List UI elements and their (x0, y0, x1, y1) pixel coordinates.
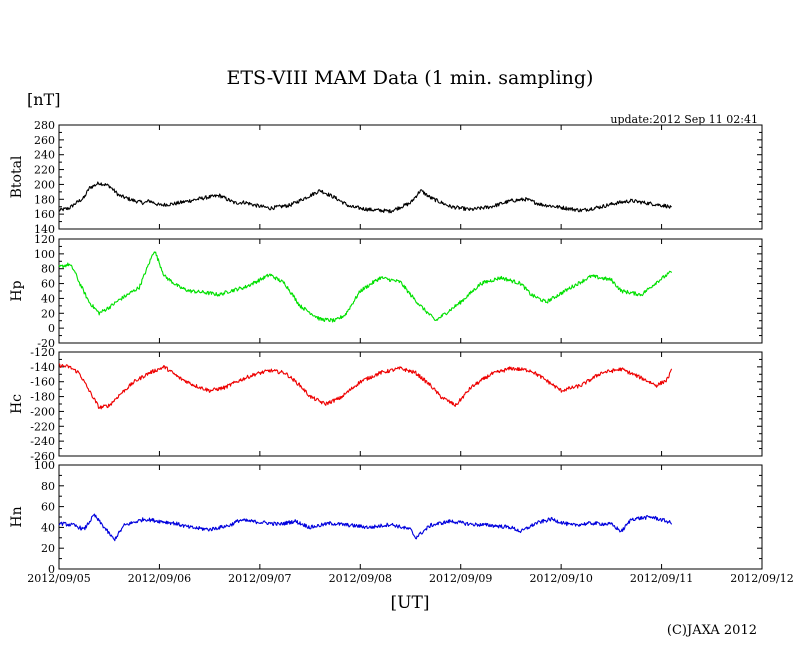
y-tick-label: -200 (30, 405, 55, 418)
panel-frame (58, 238, 763, 344)
y-axis-label: Hc (9, 394, 25, 414)
panel-hn: 0 20 40 60 80 100 Hn (9, 459, 763, 576)
y-tick-label: -240 (30, 435, 55, 448)
y-tick-label: 120 (34, 233, 55, 246)
x-tick-label: 2012/09/07 (228, 572, 291, 585)
y-tick-label: 260 (34, 134, 55, 147)
x-tick-label: 2012/09/09 (429, 572, 492, 585)
x-axis-label: [UT] (391, 593, 430, 613)
panel-hc: -260 -240 -220 -200-180 -160 -140 -120 Hc (9, 346, 763, 463)
y-tick-label: 180 (34, 193, 55, 206)
y-tick-label: 20 (41, 307, 55, 320)
y-tick-label: -260 (30, 450, 55, 463)
y-tick-label: 200 (34, 178, 55, 191)
y-tick-label: -180 (30, 391, 55, 404)
y-tick-label: 220 (34, 164, 55, 177)
copyright-text: (C)JAXA 2012 (667, 623, 757, 638)
y-tick-label: 240 (34, 149, 55, 162)
y-tick-label: 80 (41, 480, 55, 493)
y-tick-label: 100 (34, 248, 55, 261)
update-timestamp: update:2012 Sep 11 02:41 (610, 113, 758, 126)
y-tick-label: 280 (34, 119, 55, 132)
y-tick-label: 40 (41, 292, 55, 305)
y-axis-label: Btotal (9, 155, 25, 198)
y-tick-label: 60 (41, 501, 55, 514)
y-tick-label: 20 (41, 542, 55, 555)
series-line-hc (58, 363, 673, 410)
x-tick-label: 2012/09/08 (329, 572, 392, 585)
y-tick-label: 80 (41, 263, 55, 276)
x-tick-label: 2012/09/05 (27, 572, 90, 585)
series-line-hn (58, 513, 673, 542)
y-tick-label: -140 (30, 361, 55, 374)
y-tick-label: -20 (37, 337, 55, 350)
x-axis-ticks: 2012/09/05 2012/09/06 2012/09/07 2012/09/08… (27, 572, 793, 585)
series-line-btotal (58, 181, 672, 214)
chart-title: ETS-VIII MAM Data (1 min. sampling) (227, 67, 594, 89)
y-axis-label: Hn (9, 506, 25, 527)
y-tick-label: 160 (34, 208, 55, 221)
unit-label: [nT] (27, 90, 60, 109)
x-tick-label: 2012/09/12 (730, 572, 793, 585)
y-axis-label: Hp (9, 280, 25, 301)
y-tick-label: 100 (34, 459, 55, 472)
y-tick-label: 0 (48, 563, 55, 576)
y-tick-label: 60 (41, 278, 55, 291)
y-tick-label: -160 (30, 376, 55, 389)
series-line-hp (58, 251, 673, 323)
panels-group: 140160180200220240260280Btotal-200204060… (9, 119, 763, 576)
panel-frame (58, 124, 763, 230)
y-tick-label: 140 (34, 223, 55, 236)
y-tick-label: 40 (41, 521, 55, 534)
y-tick-label: -120 (30, 346, 55, 359)
y-tick-label: 0 (48, 322, 55, 335)
x-tick-label: 2012/09/10 (529, 572, 592, 585)
x-tick-label: 2012/09/11 (630, 572, 693, 585)
x-tick-label: 2012/09/06 (128, 572, 191, 585)
y-tick-label: -220 (30, 420, 55, 433)
